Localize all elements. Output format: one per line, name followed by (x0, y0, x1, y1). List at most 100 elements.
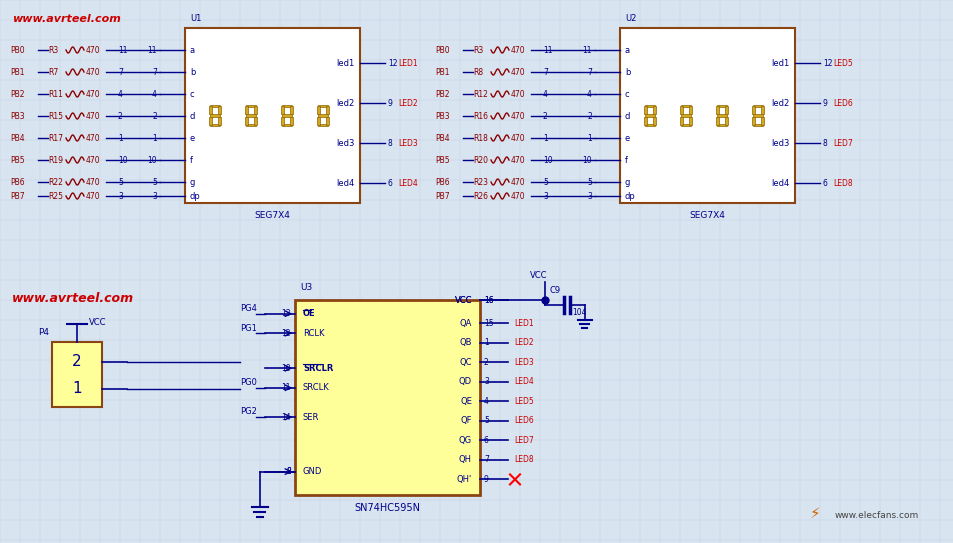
Bar (753, 124, 761, 126)
Bar (316, 106, 319, 114)
Bar (210, 105, 219, 108)
Text: 470: 470 (511, 192, 525, 200)
Text: b: b (624, 67, 630, 77)
Text: dp: dp (190, 192, 200, 200)
Bar (290, 106, 293, 114)
Bar (644, 105, 654, 108)
Bar (724, 106, 727, 114)
Bar (318, 124, 327, 126)
Text: QH: QH (458, 456, 472, 464)
Text: PB5: PB5 (435, 155, 449, 165)
Text: PB0: PB0 (10, 46, 25, 54)
Text: SRCLR: SRCLR (303, 364, 333, 372)
Text: 470: 470 (86, 134, 100, 142)
Text: QG: QG (458, 436, 472, 445)
Bar (316, 117, 319, 125)
Text: 8: 8 (286, 467, 291, 476)
Text: LED3: LED3 (397, 138, 417, 148)
Text: led2: led2 (771, 98, 789, 108)
Text: a: a (190, 46, 195, 54)
Bar (717, 114, 726, 117)
Bar (689, 106, 691, 114)
Text: R18: R18 (473, 134, 487, 142)
Text: 2: 2 (72, 354, 82, 369)
Bar (318, 114, 327, 117)
Bar (282, 105, 292, 108)
Text: PB7: PB7 (435, 192, 449, 200)
Bar (689, 117, 691, 125)
Text: 11: 11 (582, 46, 592, 54)
Bar (290, 117, 293, 125)
Bar (717, 124, 726, 126)
Text: LED1: LED1 (397, 59, 417, 67)
Text: SEG7X4: SEG7X4 (254, 211, 290, 220)
Text: d: d (624, 111, 630, 121)
Text: 11: 11 (281, 383, 291, 392)
Text: VCC: VCC (530, 271, 547, 280)
Text: www.avrteel.com: www.avrteel.com (12, 292, 134, 305)
Text: 9: 9 (483, 475, 488, 484)
Bar (246, 114, 255, 117)
Text: 5: 5 (586, 178, 592, 186)
Bar (751, 106, 754, 114)
Text: 2: 2 (118, 111, 123, 121)
Text: LED4: LED4 (397, 179, 417, 187)
Text: c: c (190, 90, 194, 98)
Bar (753, 105, 761, 108)
Text: R17: R17 (48, 134, 63, 142)
Text: R8: R8 (473, 67, 482, 77)
Bar (724, 117, 727, 125)
Text: PB5: PB5 (10, 155, 25, 165)
Bar (281, 106, 283, 114)
Text: SN74HC595N: SN74HC595N (355, 503, 420, 513)
Text: 3: 3 (118, 192, 123, 200)
Bar (246, 105, 255, 108)
Text: PB4: PB4 (435, 134, 449, 142)
Text: 470: 470 (86, 90, 100, 98)
Text: PB6: PB6 (435, 178, 449, 186)
Text: 14: 14 (281, 413, 291, 421)
Text: 470: 470 (511, 155, 525, 165)
Text: 5: 5 (542, 178, 547, 186)
Text: 7: 7 (118, 67, 123, 77)
Bar (679, 106, 682, 114)
Text: 12: 12 (388, 59, 397, 67)
Text: 2: 2 (152, 111, 157, 121)
Text: GND: GND (303, 467, 322, 476)
Bar (679, 117, 682, 125)
Text: 7: 7 (152, 67, 157, 77)
Text: PB7: PB7 (10, 192, 25, 200)
Text: SER: SER (303, 413, 319, 421)
Text: www.avrteel.com: www.avrteel.com (12, 14, 121, 24)
Bar (254, 117, 256, 125)
Text: 11: 11 (542, 46, 552, 54)
Text: b: b (190, 67, 195, 77)
Text: OE: OE (303, 309, 315, 318)
Text: R7: R7 (48, 67, 58, 77)
Bar (717, 105, 726, 108)
Text: 16: 16 (483, 295, 493, 305)
Bar (751, 117, 754, 125)
Text: U1: U1 (190, 14, 201, 23)
Bar (210, 124, 219, 126)
Text: 7: 7 (483, 456, 488, 464)
Text: f: f (624, 155, 627, 165)
Bar (209, 117, 212, 125)
Text: QC: QC (459, 358, 472, 367)
Text: 1: 1 (118, 134, 123, 142)
Text: LED2: LED2 (397, 98, 417, 108)
Text: 9: 9 (388, 98, 393, 108)
Text: SRCLK: SRCLK (303, 383, 330, 392)
Text: 12: 12 (822, 59, 832, 67)
Text: 7: 7 (542, 67, 547, 77)
Text: R19: R19 (48, 155, 63, 165)
Text: QH': QH' (456, 475, 472, 484)
Bar (760, 117, 763, 125)
Text: 470: 470 (86, 178, 100, 186)
Text: 470: 470 (511, 134, 525, 142)
Text: PB2: PB2 (10, 90, 25, 98)
Text: 470: 470 (511, 67, 525, 77)
Text: R12: R12 (473, 90, 487, 98)
Text: R3: R3 (473, 46, 483, 54)
Bar (716, 117, 718, 125)
